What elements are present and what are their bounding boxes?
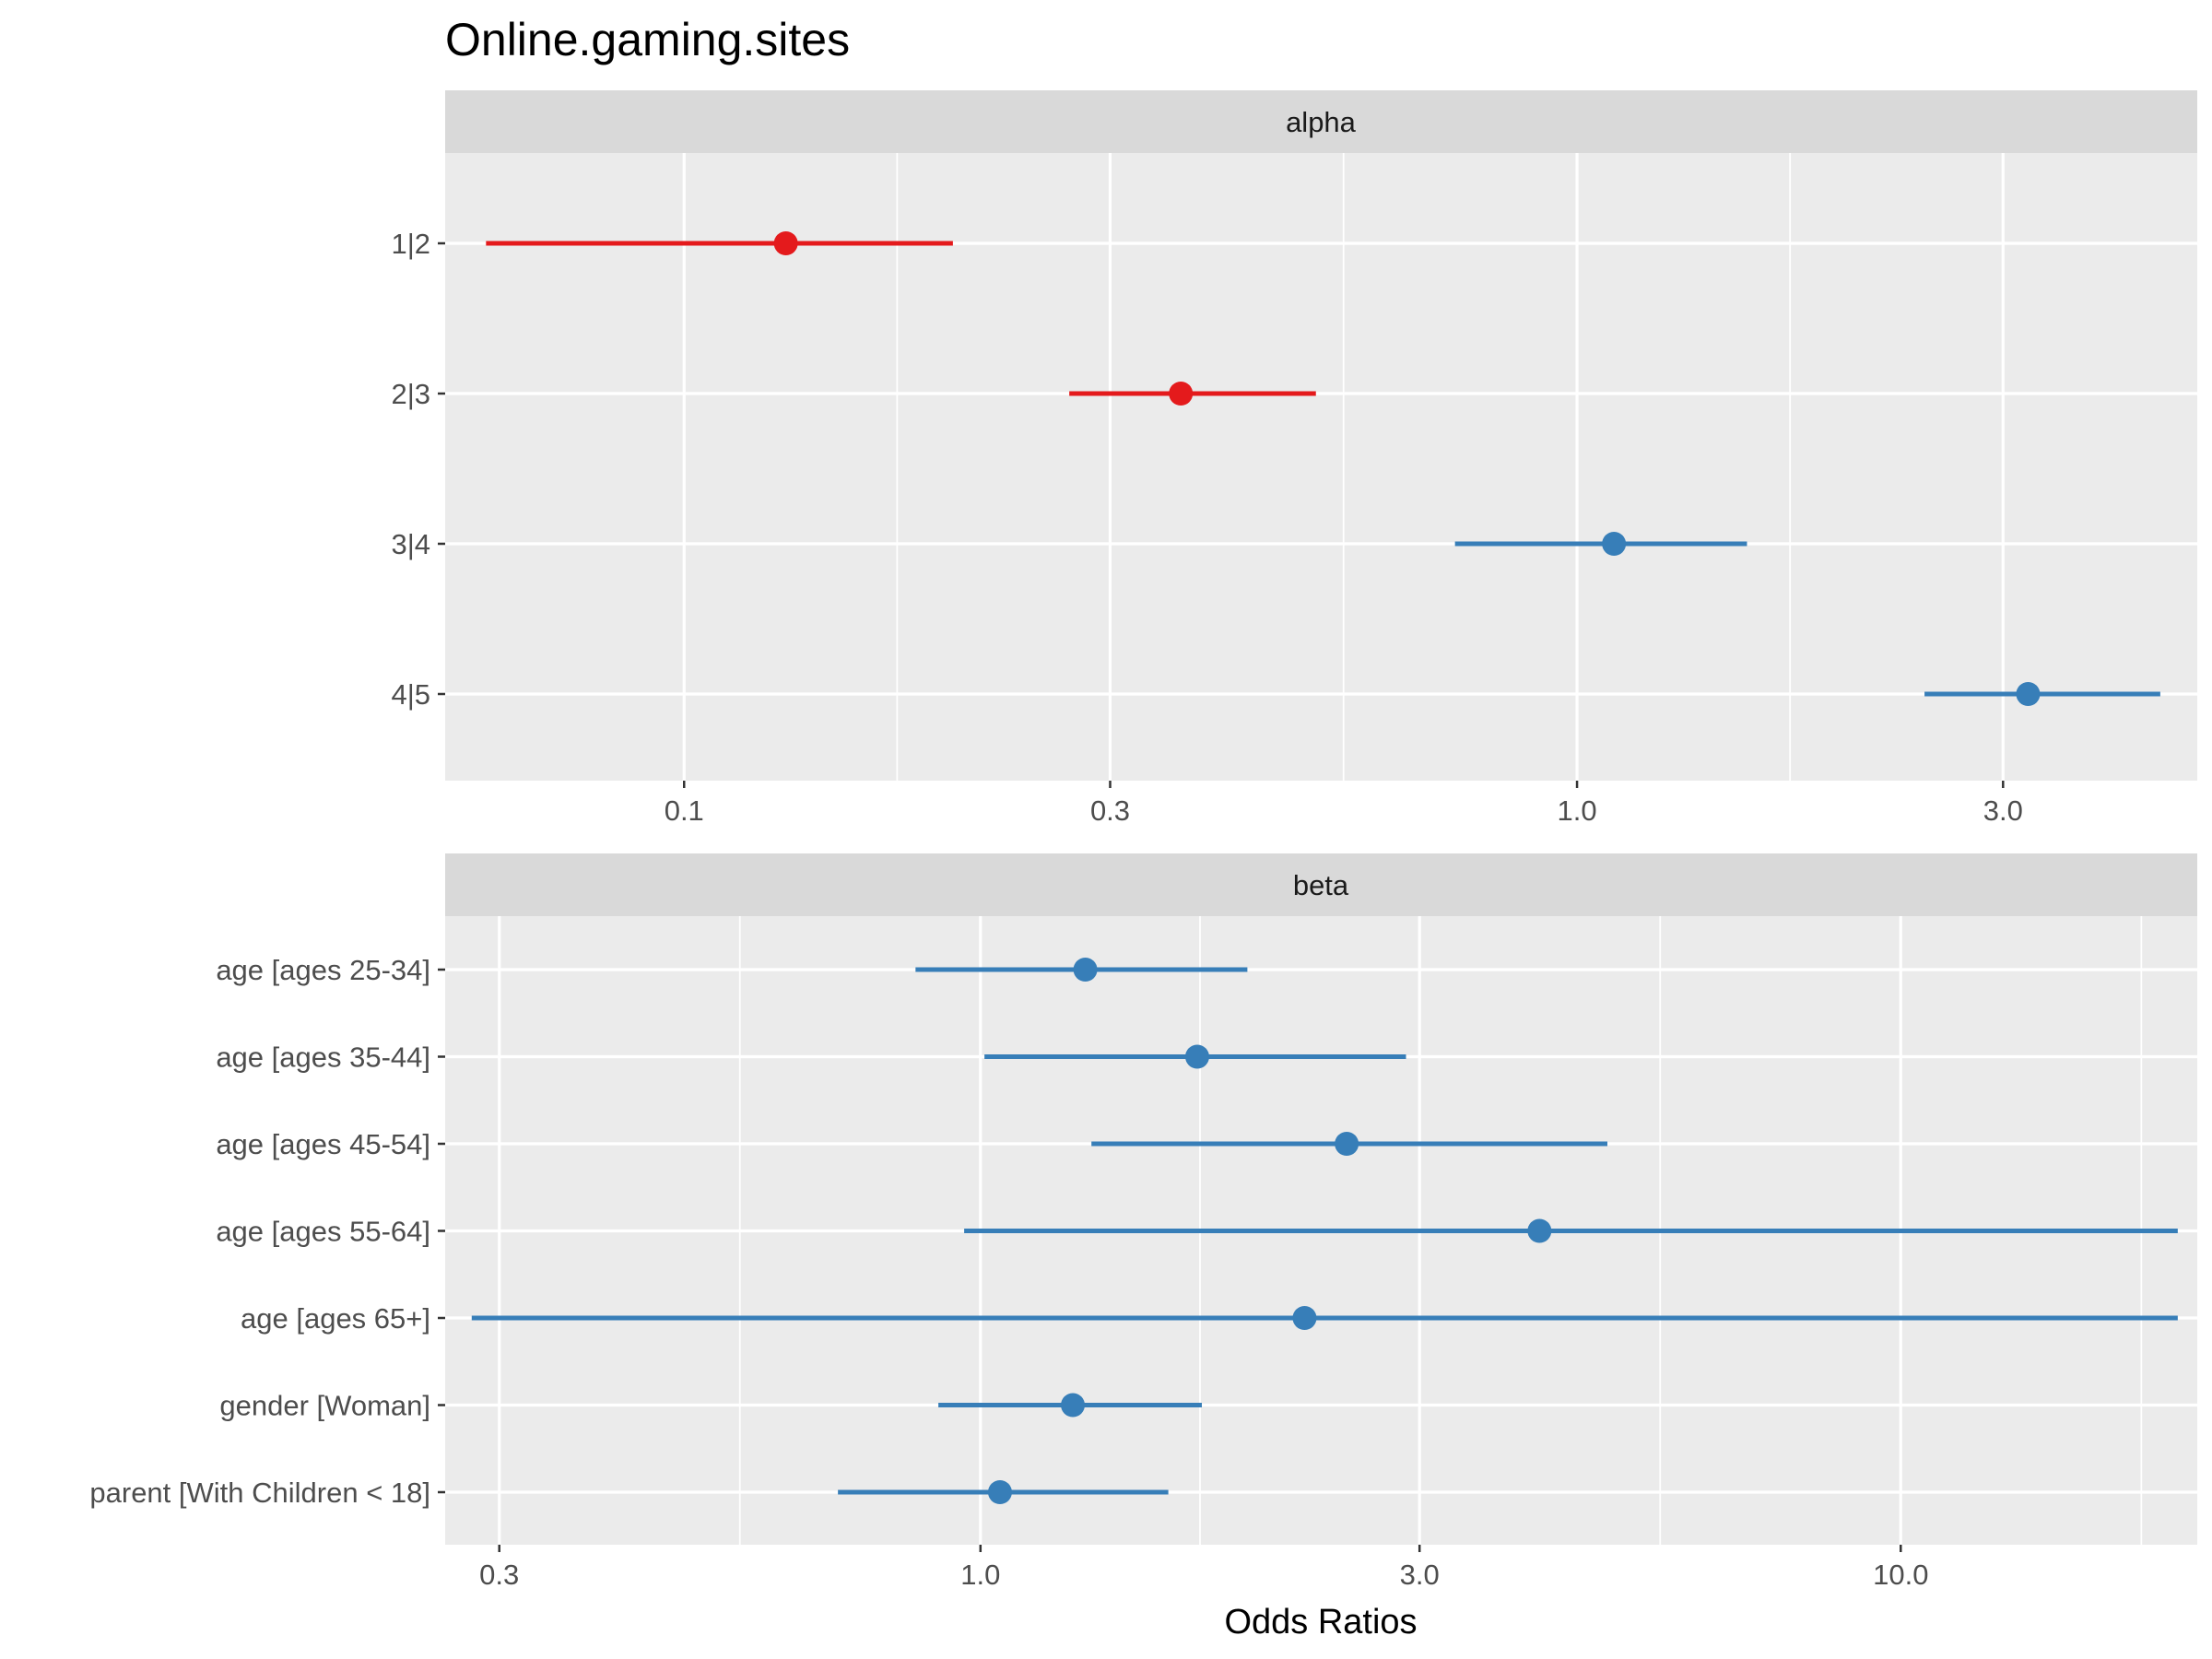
marks-alpha <box>486 231 2160 706</box>
x-tick-label: 0.3 <box>1090 794 1130 827</box>
y-tick-label: age [ages 55-64] <box>216 1216 430 1248</box>
x-axis-beta: 0.3 1.0 3.0 10.0 <box>479 1545 1928 1591</box>
estimate-point <box>1169 382 1194 406</box>
chart-title: Online.gaming.sites <box>445 14 850 65</box>
y-axis-alpha: 1|2 2|3 3|4 4|5 <box>391 228 445 711</box>
x-axis-title: Odds Ratios <box>1224 1603 1417 1641</box>
y-tick-label: parent [With Children < 18] <box>89 1477 430 1509</box>
strip-label-alpha: alpha <box>1286 106 1357 138</box>
y-tick-label: 3|4 <box>391 528 430 560</box>
y-tick-label: age [ages 25-34] <box>216 954 430 986</box>
estimate-point <box>1292 1306 1317 1330</box>
y-axis-beta: age [ages 25-34] age [ages 35-44] age [age… <box>89 954 445 1509</box>
y-tick-label: gender [Woman] <box>219 1390 430 1422</box>
y-tick-label: 1|2 <box>391 228 430 260</box>
x-tick-label: 3.0 <box>1400 1559 1440 1591</box>
x-tick-label: 1.0 <box>1558 794 1597 827</box>
strip-label-beta: beta <box>1293 869 1349 901</box>
marks-beta <box>471 958 2178 1504</box>
estimate-point <box>1061 1393 1086 1418</box>
panel-beta: beta age [ages 25-34]age [ages 35-44]age… <box>89 853 2197 1591</box>
x-tick-label: 0.3 <box>479 1559 519 1591</box>
estimate-point <box>1602 532 1627 556</box>
x-tick-label: 3.0 <box>1983 794 2023 827</box>
y-tick-label: age [ages 65+] <box>241 1302 430 1335</box>
estimate-point <box>1073 958 1098 982</box>
estimate-point <box>987 1480 1012 1504</box>
x-tick-label: 0.1 <box>665 794 704 827</box>
x-tick-label: 1.0 <box>960 1559 1000 1591</box>
y-tick-label: age [ages 35-44] <box>216 1041 430 1074</box>
strip-beta <box>445 853 2197 916</box>
x-tick-label: 10.0 <box>1873 1559 1928 1591</box>
y-tick-label: age [ages 45-54] <box>216 1128 430 1160</box>
strip-alpha <box>445 90 2197 153</box>
estimate-point <box>2016 682 2041 706</box>
estimate-point <box>773 231 798 255</box>
estimate-point <box>1335 1132 1359 1156</box>
y-tick-label: 4|5 <box>391 678 430 711</box>
x-axis-alpha: 0.1 0.3 1.0 3.0 <box>665 781 2023 827</box>
estimate-point <box>1527 1218 1552 1243</box>
panel-alpha: alpha 1|2 2|3 3|4 4|5 0.1 0.3 1.0 3.0 <box>391 90 2197 827</box>
estimate-point <box>1184 1044 1209 1069</box>
y-tick-label: 2|3 <box>391 378 430 410</box>
plot-area-alpha <box>445 153 2197 781</box>
